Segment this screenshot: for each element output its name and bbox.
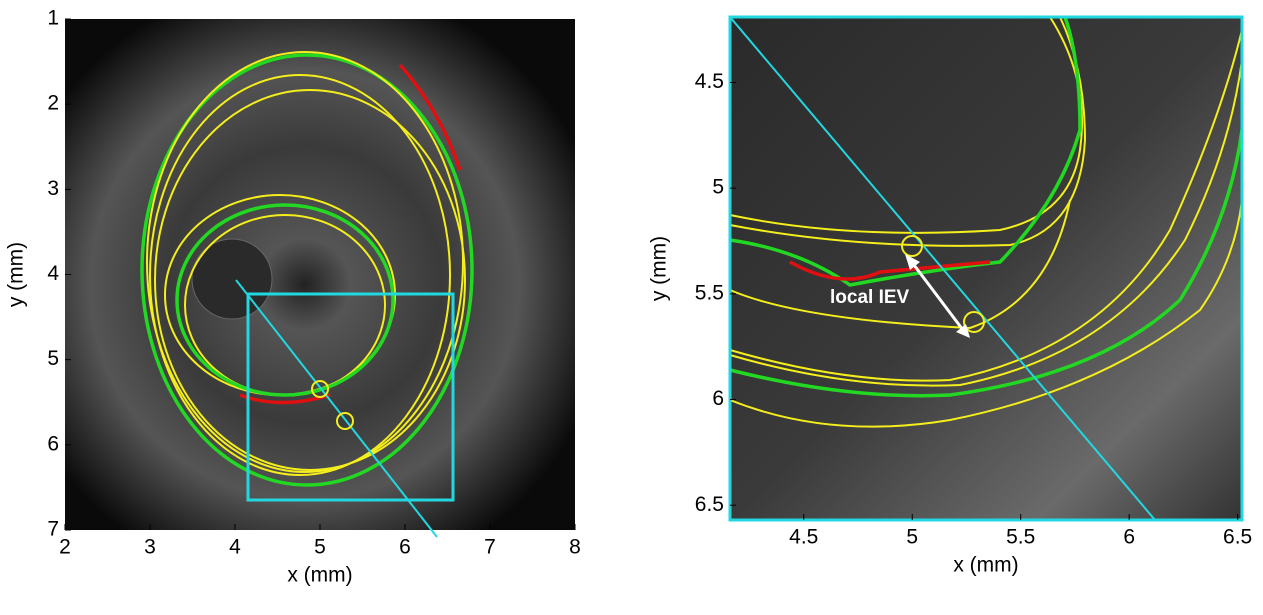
x-tick-label: 6 — [399, 536, 411, 559]
x-tick-label: 4.5 — [789, 526, 818, 549]
y-tick-label: 3 — [47, 177, 59, 200]
y-tick-label: 5 — [47, 347, 59, 370]
marker — [901, 235, 923, 257]
ultrasound-zoom — [730, 17, 1242, 520]
x-axis-label: x (mm) — [953, 554, 1018, 577]
x-axis-label: x (mm) — [287, 564, 352, 587]
marker — [336, 412, 354, 430]
x-tick-label: 2 — [59, 536, 71, 559]
y-tick-label: 5.5 — [695, 281, 724, 304]
y-tick-label: 6.5 — [695, 493, 724, 516]
y-tick-label: 4 — [47, 262, 59, 285]
arrowheads — [905, 254, 970, 338]
zoom-box — [246, 292, 455, 502]
marker — [311, 380, 329, 398]
y-tick-label: 5 — [712, 176, 724, 199]
y-tick-label: 7 — [47, 518, 59, 541]
x-tick-label: 6 — [1123, 526, 1135, 549]
x-tick-label: 7 — [484, 536, 496, 559]
y-tick-label: 2 — [47, 92, 59, 115]
y-tick-label: 6 — [712, 387, 724, 410]
y-axis-label: y (mm) — [648, 236, 671, 301]
x-tick-label: 6.5 — [1223, 526, 1252, 549]
x-tick-label: 5 — [314, 536, 326, 559]
marker — [963, 311, 985, 333]
frame — [728, 15, 1244, 522]
annotation: local IEV — [830, 287, 910, 308]
y-tick-label: 1 — [47, 7, 59, 30]
arrow — [912, 264, 965, 331]
y-tick-label: 4.5 — [695, 70, 724, 93]
x-tick-label: 5.5 — [1006, 526, 1035, 549]
x-tick-label: 4 — [229, 536, 241, 559]
contours-zoom — [729, 16, 1244, 428]
x-tick-label: 3 — [144, 536, 156, 559]
radial-line — [729, 16, 1156, 521]
x-tick-label: 5 — [906, 526, 918, 549]
radial-line — [235, 279, 438, 538]
x-tick-label: 8 — [569, 536, 581, 559]
y-axis-label: y (mm) — [5, 242, 28, 307]
contours — [140, 51, 474, 487]
y-tick-label: 6 — [47, 432, 59, 455]
